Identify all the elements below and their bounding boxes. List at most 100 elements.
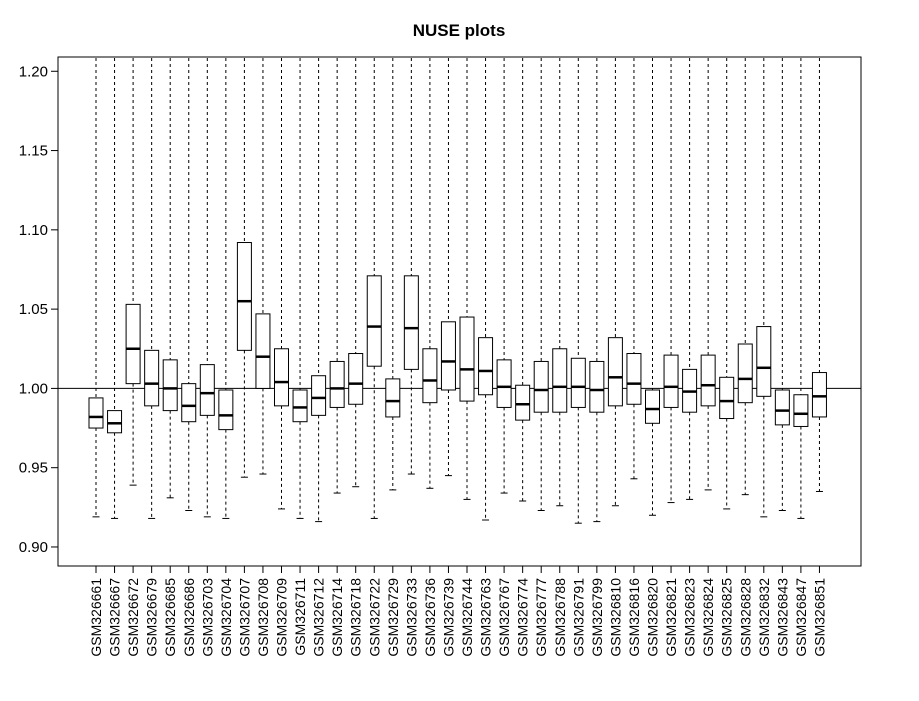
box-GSM326672 xyxy=(125,58,141,486)
x-tick-label: GSM326707 xyxy=(236,578,252,657)
x-tick-label: GSM326679 xyxy=(144,578,160,657)
box-GSM326843 xyxy=(774,58,790,512)
x-tick-label: GSM326843 xyxy=(774,578,790,657)
box-GSM326709 xyxy=(274,58,289,510)
box-iqr xyxy=(88,397,104,429)
box-GSM326816 xyxy=(626,58,642,480)
box-GSM326686 xyxy=(181,58,197,512)
y-tick-label: 1.05 xyxy=(19,301,48,318)
box-iqr xyxy=(422,348,438,404)
box-GSM326832 xyxy=(756,58,772,518)
x-tick-label: GSM326685 xyxy=(162,578,178,657)
x-tick-label: GSM326708 xyxy=(255,578,271,657)
box-iqr xyxy=(181,383,197,423)
box-GSM326828 xyxy=(737,58,753,496)
boxplot-series xyxy=(88,58,827,524)
box-iqr xyxy=(366,275,382,367)
box-GSM326799 xyxy=(589,58,605,523)
box-GSM326788 xyxy=(552,58,568,507)
box-GSM326823 xyxy=(682,58,698,500)
x-tick-label: GSM326661 xyxy=(88,578,104,657)
box-GSM326825 xyxy=(719,58,735,510)
box-iqr xyxy=(144,349,160,407)
box-iqr xyxy=(774,389,790,426)
x-tick-label: GSM326824 xyxy=(700,578,716,657)
box-iqr xyxy=(385,378,401,418)
box-iqr xyxy=(533,360,549,413)
plot-area-frame xyxy=(57,56,862,567)
x-tick-label: GSM326828 xyxy=(737,578,753,657)
box-iqr xyxy=(478,337,494,396)
y-tick-label: 0.95 xyxy=(19,460,48,477)
box-iqr xyxy=(570,357,586,408)
x-tick-label: GSM326744 xyxy=(459,578,475,657)
box-iqr xyxy=(311,375,327,416)
x-tick-label: GSM326799 xyxy=(589,578,605,657)
box-iqr xyxy=(329,360,345,408)
box-GSM326714 xyxy=(329,58,345,494)
box-iqr xyxy=(719,376,735,420)
x-tick-label: GSM326667 xyxy=(107,578,123,657)
x-tick-label: GSM326722 xyxy=(366,578,382,657)
x-tick-label: GSM326704 xyxy=(218,578,234,657)
y-tick-label: 1.00 xyxy=(19,380,48,397)
box-GSM326722 xyxy=(366,58,382,519)
box-GSM326810 xyxy=(607,58,623,507)
box-GSM326667 xyxy=(107,58,123,519)
box-iqr xyxy=(589,360,605,413)
chart-title: NUSE plots xyxy=(413,21,506,40)
box-GSM326763 xyxy=(478,58,494,521)
box-GSM326707 xyxy=(236,58,252,478)
x-tick-label: GSM326821 xyxy=(663,578,679,657)
x-tick-label: GSM326733 xyxy=(403,578,419,657)
box-iqr xyxy=(552,348,568,413)
box-GSM326847 xyxy=(793,58,809,519)
x-tick-label: GSM326714 xyxy=(329,578,345,657)
box-GSM326820 xyxy=(645,58,660,516)
box-iqr xyxy=(440,321,456,391)
x-tick-label: GSM326825 xyxy=(719,578,735,657)
x-tick-label: GSM326847 xyxy=(793,578,809,657)
x-tick-label: GSM326711 xyxy=(292,578,308,656)
box-GSM326704 xyxy=(218,58,234,519)
box-iqr xyxy=(737,343,753,404)
x-tick-label: GSM326763 xyxy=(478,578,494,657)
box-iqr xyxy=(793,394,809,427)
box-GSM326821 xyxy=(663,58,679,504)
box-GSM326703 xyxy=(199,58,215,518)
box-GSM326679 xyxy=(144,58,160,519)
box-iqr xyxy=(645,389,660,424)
box-iqr xyxy=(607,337,623,407)
x-tick-label: GSM326718 xyxy=(348,578,364,657)
x-tick-label: GSM326823 xyxy=(682,578,698,657)
x-tick-label: GSM326774 xyxy=(515,578,531,657)
x-tick-label: GSM326777 xyxy=(533,578,549,657)
x-tick-label: GSM326788 xyxy=(552,578,568,657)
x-axis: GSM326661 GSM326667 GSM326672 GSM326679 GSM3… xyxy=(88,566,827,657)
y-axis: 0.90 0.95 1.00 1.05 1.10 1.15 1.20 xyxy=(19,63,58,556)
x-tick-label: GSM326832 xyxy=(756,578,772,657)
box-iqr xyxy=(162,359,178,412)
x-tick-label: GSM326791 xyxy=(570,578,586,657)
x-tick-label: GSM326736 xyxy=(422,578,438,657)
box-GSM326733 xyxy=(403,58,419,475)
box-iqr xyxy=(199,364,215,416)
y-tick-label: 1.20 xyxy=(19,63,48,80)
box-iqr xyxy=(756,326,772,397)
box-iqr xyxy=(218,389,234,431)
box-iqr xyxy=(515,384,531,421)
box-iqr xyxy=(292,389,308,423)
x-tick-label: GSM326709 xyxy=(274,578,290,657)
box-GSM326712 xyxy=(311,58,327,523)
box-iqr xyxy=(348,353,364,405)
box-iqr xyxy=(125,303,141,385)
box-GSM326774 xyxy=(515,58,531,502)
box-iqr xyxy=(107,410,123,434)
x-tick-label: GSM326729 xyxy=(385,578,401,657)
y-tick-label: 1.10 xyxy=(19,222,48,239)
x-tick-label: GSM326820 xyxy=(645,578,661,657)
x-tick-label: GSM326851 xyxy=(811,578,827,657)
box-iqr xyxy=(274,348,289,407)
box-GSM326711 xyxy=(292,58,308,519)
y-tick-label: 1.15 xyxy=(19,143,48,160)
